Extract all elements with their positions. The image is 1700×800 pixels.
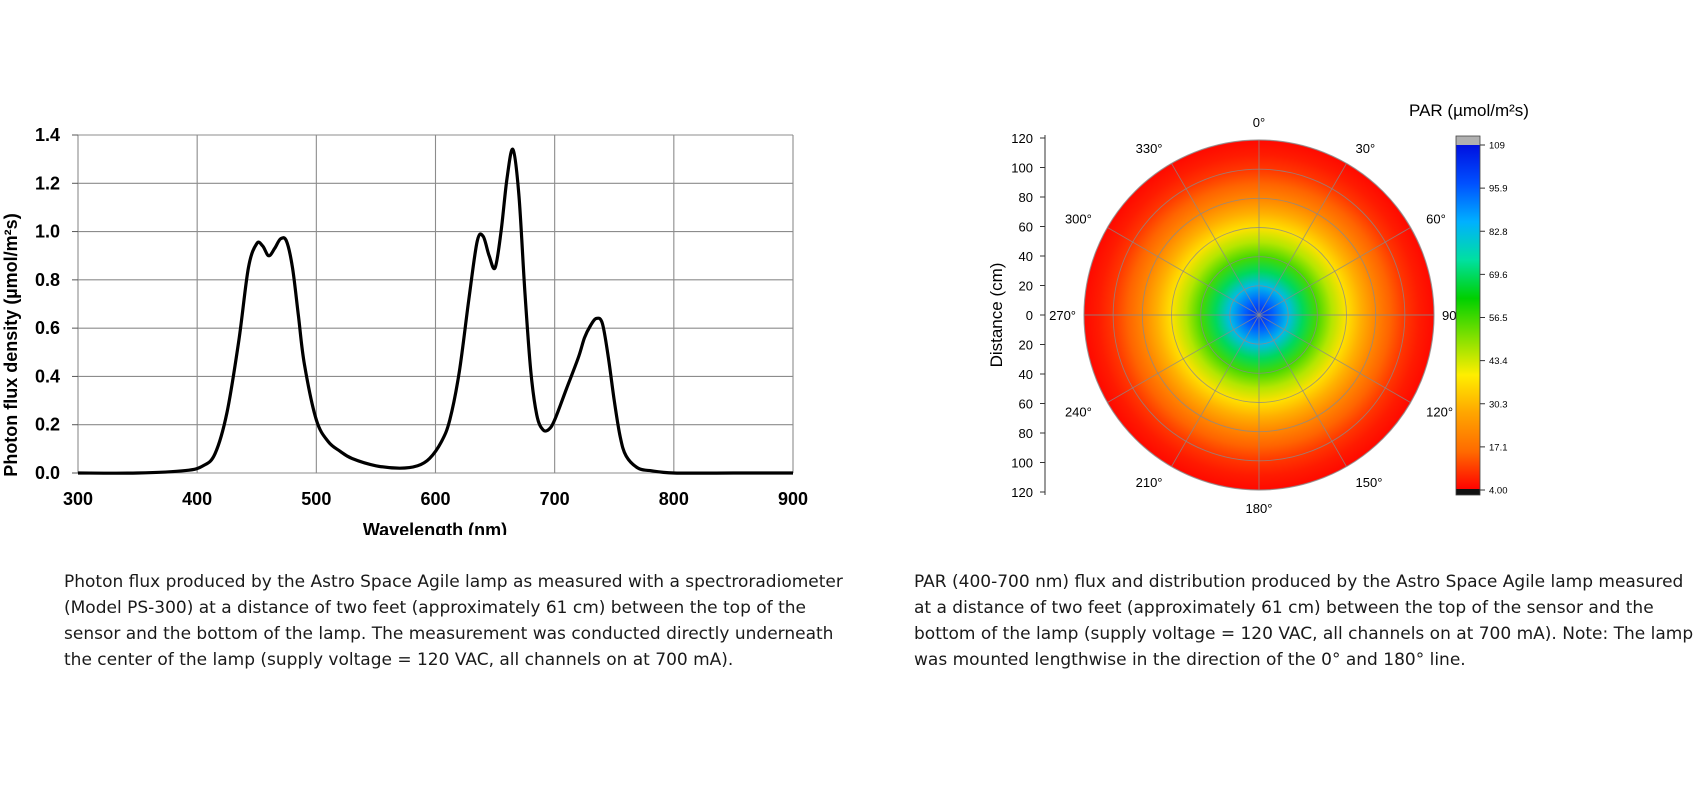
spectrum-y-axis-label: Photon flux density (µmol/m²s): [1, 213, 21, 476]
colorbar-over-swatch: [1456, 136, 1480, 145]
polar-radial-tick-label: 80: [1019, 190, 1033, 205]
spectrum-x-tick-label: 900: [778, 489, 808, 509]
spectrum-y-tick-label: 0.6: [35, 318, 60, 338]
colorbar: [1456, 145, 1480, 490]
colorbar-tick-label: 30.3: [1489, 399, 1508, 410]
polar-radial-tick-label: 100: [1011, 161, 1033, 176]
colorbar-tick-label: 109: [1489, 141, 1505, 152]
colorbar-ticks: 109 95.9 82.8 69.6 56.5 43.4 30.3 17.1 4.00: [1480, 141, 1508, 497]
polar-radial-tick-label: 40: [1019, 249, 1033, 264]
colorbar-tick-label: 17.1: [1489, 442, 1508, 453]
colorbar-title: PAR (µmol/m²s): [1409, 101, 1529, 120]
spectrum-x-tick-label: 800: [659, 489, 689, 509]
polar-grid-spoke: [1107, 227, 1260, 316]
polar-angle-label: 0°: [1253, 115, 1265, 130]
polar-angle-label: 270°: [1049, 308, 1076, 323]
spectrum-chart: 0.0 0.2 0.4 0.6 0.8 1.0 1.2 1.4 300 400 500 600 700…: [1, 125, 808, 535]
spectrum-y-tick-label: 0.2: [35, 415, 60, 435]
spectrum-x-axis-label: Wavelength (nm): [363, 520, 507, 535]
polar-y-axis-label: Distance (cm): [987, 263, 1006, 368]
polar-radial-tick-label: 80: [1019, 426, 1033, 441]
spectrum-x-tick-label: 600: [420, 489, 450, 509]
spectrum-y-tick-label: 0.4: [35, 366, 60, 386]
polar-radial-tick-label: 60: [1019, 220, 1033, 235]
colorbar-tick-label: 69.6: [1489, 270, 1508, 281]
polar-par-chart: 0°30°60°90°120°150°180°210°240°270°300°3…: [987, 101, 1529, 516]
polar-angle-labels: 0°30°60°90°120°150°180°210°240°270°300°3…: [1049, 115, 1462, 516]
polar-angle-label: 60°: [1426, 212, 1446, 227]
spectrum-y-tick-label: 1.4: [35, 125, 60, 145]
spectrum-x-tick-label: 700: [540, 489, 570, 509]
polar-grid-spoke: [1107, 314, 1260, 403]
polar-radial-ticks: 120 100 80 60 40 20 0 20 40 60 80 100 120: [1011, 131, 1045, 500]
polar-radial-tick-label: 0: [1026, 308, 1033, 323]
polar-radial-tick-label: 60: [1019, 397, 1033, 412]
polar-angle-label: 300°: [1065, 212, 1092, 227]
spectrum-y-tick-label: 0.8: [35, 270, 60, 290]
polar-radial-tick-label: 20: [1019, 338, 1033, 353]
spectrum-x-tick-label: 500: [301, 489, 331, 509]
spectrum-y-tick-label: 0.0: [35, 463, 60, 483]
polar-angle-label: 120°: [1426, 405, 1453, 420]
spectrum-x-tick-label: 400: [182, 489, 212, 509]
polar-angle-label: 330°: [1136, 141, 1163, 156]
spectrum-y-tick-label: 1.2: [35, 173, 60, 193]
spectrum-series-line: [77, 147, 793, 475]
spectrum-y-tick-label: 1.0: [35, 222, 60, 242]
polar-grid: [1083, 139, 1435, 491]
colorbar-tick-label: 95.9: [1489, 184, 1508, 195]
colorbar-tick-label: 56.5: [1489, 313, 1508, 324]
polar-grid-spoke: [1258, 314, 1347, 467]
polar-grid-spoke: [1171, 163, 1260, 316]
polar-grid-spoke: [1258, 163, 1347, 316]
colorbar-tick-label: 4.00: [1489, 486, 1508, 497]
polar-grid-spoke: [1171, 314, 1260, 467]
colorbar-tick-label: 82.8: [1489, 227, 1508, 238]
colorbar-tick-label: 43.4: [1489, 356, 1508, 367]
polar-radial-tick-label: 20: [1019, 279, 1033, 294]
polar-radial-tick-label: 40: [1019, 367, 1033, 382]
colorbar-frame: [1455, 135, 1481, 496]
polar-grid-spoke: [1258, 227, 1411, 316]
polar-angle-label: 150°: [1356, 475, 1383, 490]
colorbar-under-swatch: [1456, 489, 1480, 495]
polar-angle-label: 240°: [1065, 405, 1092, 420]
polar-grid-spoke: [1258, 314, 1411, 403]
polar-angle-label: 180°: [1246, 501, 1273, 516]
spectrum-caption: Photon flux produced by the Astro Space …: [64, 572, 843, 670]
spectrum-x-ticks: 300 400 500 600 700 800 900: [63, 489, 808, 509]
polar-radial-tick-label: 120: [1011, 131, 1033, 146]
polar-caption: PAR (400-700 nm) flux and distribution p…: [914, 572, 1694, 670]
spectrum-x-tick-label: 300: [63, 489, 93, 509]
polar-angle-label: 30°: [1356, 141, 1376, 156]
polar-radial-tick-label: 100: [1011, 456, 1033, 471]
polar-radial-tick-label: 120: [1011, 485, 1033, 500]
spectrum-grid: [77, 134, 794, 474]
polar-angle-label: 210°: [1136, 475, 1163, 490]
spectrum-y-ticks: 0.0 0.2 0.4 0.6 0.8 1.0 1.2 1.4: [35, 125, 78, 483]
